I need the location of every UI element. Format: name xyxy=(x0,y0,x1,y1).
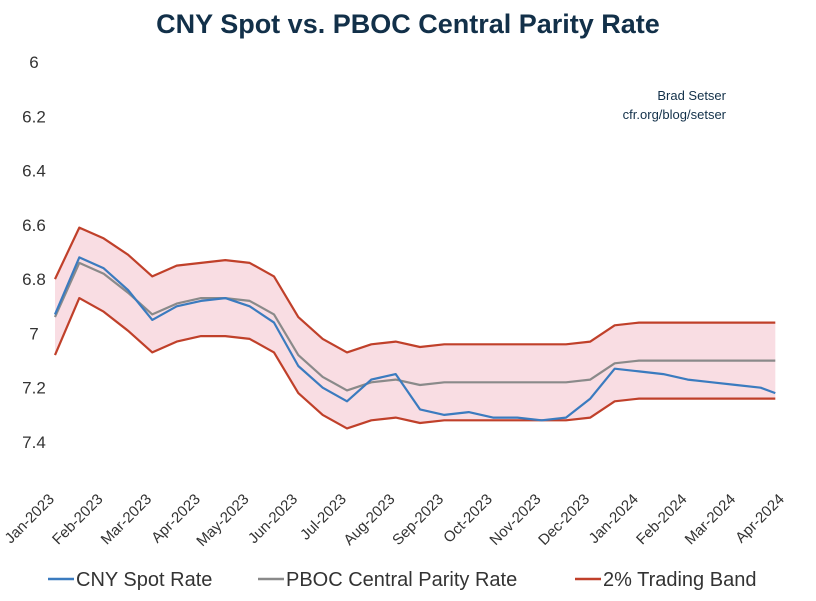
credit-url: cfr.org/blog/setser xyxy=(623,107,727,122)
y-tick-label: 6.4 xyxy=(22,162,46,181)
x-tick-label: Jan-2024 xyxy=(586,491,642,547)
pboc-parity-rate-line xyxy=(53,261,776,392)
x-tick-label: Jun-2023 xyxy=(245,491,301,547)
x-tick-label: Sep-2023 xyxy=(389,491,447,549)
chart-title: CNY Spot vs. PBOC Central Parity Rate xyxy=(156,9,660,39)
cny-spot-rate-line xyxy=(53,256,776,422)
trading-band-lower-line xyxy=(53,297,776,430)
x-tick-label: Dec-2023 xyxy=(535,491,593,549)
x-axis-ticks: Jan-2023Feb-2023Mar-2023Apr-2023May-2023… xyxy=(2,491,788,550)
y-tick-label: 7.4 xyxy=(22,433,46,452)
x-tick-label: Aug-2023 xyxy=(340,491,398,549)
credit-author: Brad Setser xyxy=(657,88,726,103)
y-tick-label: 6.8 xyxy=(22,270,46,289)
legend-label: CNY Spot Rate xyxy=(76,569,212,591)
legend-label: 2% Trading Band xyxy=(603,569,756,591)
plot-area xyxy=(53,226,776,430)
trading-band-upper-line xyxy=(54,226,776,354)
legend: CNY Spot Rate PBOC Central Parity Rate 2% … xyxy=(48,569,756,591)
y-tick-label: 6 xyxy=(29,53,38,72)
x-tick-label: May-2023 xyxy=(193,491,252,550)
y-tick-label: 7 xyxy=(29,324,38,343)
x-tick-label: Mar-2024 xyxy=(682,491,739,548)
y-tick-label: 6.2 xyxy=(22,107,46,126)
y-axis-ticks: 6 6.2 6.4 6.6 6.8 7 7.2 7.4 xyxy=(22,53,46,452)
legend-label: PBOC Central Parity Rate xyxy=(286,569,517,591)
x-tick-label: Jan-2023 xyxy=(2,491,58,547)
x-tick-label: Nov-2023 xyxy=(486,491,544,549)
x-tick-label: Feb-2023 xyxy=(49,491,106,548)
trading-band-fill xyxy=(55,227,776,429)
x-tick-label: Mar-2023 xyxy=(98,491,155,548)
x-tick-label: Apr-2024 xyxy=(732,491,788,547)
y-tick-label: 6.6 xyxy=(22,216,46,235)
y-tick-label: 7.2 xyxy=(22,379,46,398)
x-tick-label: Feb-2024 xyxy=(633,491,690,548)
